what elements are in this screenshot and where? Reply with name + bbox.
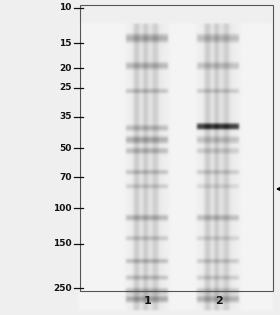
Text: 100: 100 (53, 204, 71, 213)
Text: 150: 150 (53, 239, 71, 248)
Text: 20: 20 (59, 64, 71, 73)
Text: 15: 15 (59, 39, 71, 48)
Text: 1: 1 (144, 296, 151, 306)
Text: 25: 25 (59, 83, 71, 92)
Text: 50: 50 (59, 144, 71, 152)
Text: 10: 10 (59, 3, 71, 12)
Text: 70: 70 (59, 173, 71, 182)
Text: 250: 250 (53, 284, 71, 293)
Bar (80, 5, 273, 291)
Text: 2: 2 (215, 296, 223, 306)
Text: 35: 35 (59, 112, 71, 122)
Bar (80, 5, 273, 291)
